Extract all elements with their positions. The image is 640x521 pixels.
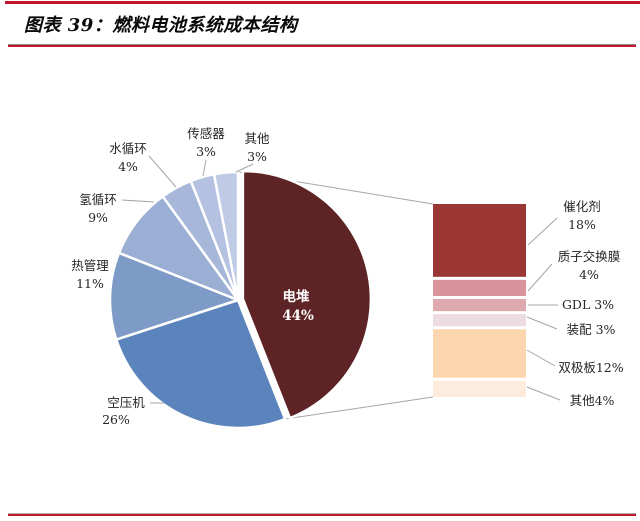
pie-callout-4 (148, 155, 177, 188)
bar-callout-0 (527, 217, 558, 246)
pie-label-value-1: 26% (102, 412, 130, 427)
bar-leader-line-3 (526, 316, 558, 330)
bar-label-name-1: 质子交换膜 (558, 249, 621, 264)
bar-segment-4 (433, 329, 526, 378)
bar-segment-0 (433, 204, 526, 277)
bar-label-2: GDL 3% (562, 297, 614, 312)
bar-segment-3 (433, 314, 526, 327)
breakout-bar (433, 204, 526, 397)
bar-leader-line-1 (527, 263, 553, 292)
bar-callout-5 (526, 386, 561, 401)
bar-callout-3 (526, 316, 558, 330)
bar-label-4: 双极板12% (558, 360, 623, 375)
bar-leader-line-5 (526, 386, 561, 401)
bar-callout-1 (527, 263, 553, 292)
pie-label-value-2: 11% (76, 276, 104, 291)
pie-callout-6 (235, 163, 254, 173)
bar-label-value-1: 4% (579, 267, 599, 282)
bar-label-value-0: 18% (568, 217, 596, 232)
bar-leader-line-0 (527, 217, 558, 246)
bar-segment-2 (433, 299, 526, 312)
pie-label-value-4: 4% (118, 159, 138, 174)
pie-label-name-5: 传感器 (187, 126, 225, 141)
pie-leader-line-5 (202, 159, 207, 177)
title-underline-rule (8, 44, 636, 47)
top-accent-rule (5, 1, 640, 4)
pie-label-name-6: 其他 (244, 131, 270, 146)
pie-slice-2 (108, 251, 240, 341)
pie-inside-label-value: 44% (282, 308, 314, 324)
bottom-accent-rule (8, 513, 636, 516)
pie-slice-6 (212, 170, 240, 302)
pie-label-name-1: 空压机 (107, 395, 145, 410)
bar-segment-5 (433, 380, 526, 397)
pie-label-value-6: 3% (247, 149, 267, 164)
pie-label-value-3: 9% (88, 210, 108, 225)
pie-slice-1 (115, 298, 287, 430)
pie-to-bar-connector-bottom (285, 396, 434, 420)
pie-callout-5 (202, 159, 207, 177)
pie-leader-line-4 (148, 155, 177, 188)
bar-label-name-0: 催化剂 (563, 199, 601, 214)
pie-label-name-3: 氢循环 (79, 192, 117, 207)
pie-label-name-4: 水循环 (109, 141, 147, 156)
pie (108, 169, 373, 430)
pie-leader-line-3 (121, 199, 155, 203)
bar-label-5: 其他4% (570, 393, 615, 408)
pie-inside-label-name: 电堆 (283, 288, 310, 305)
pie-slice-0 (241, 169, 373, 420)
bar-leader-line-4 (526, 349, 556, 367)
bar-segment-1 (433, 279, 526, 296)
bar-label-3: 装配 3% (567, 322, 616, 337)
bar-callout-4 (526, 349, 556, 367)
pie-label-value-5: 3% (196, 144, 216, 159)
figure-title: 图表 39：燃料电池系统成本结构 (24, 15, 298, 36)
pie-leader-line-6 (235, 163, 254, 173)
pie-label-name-2: 热管理 (71, 258, 109, 273)
pie-callout-3 (121, 199, 155, 203)
